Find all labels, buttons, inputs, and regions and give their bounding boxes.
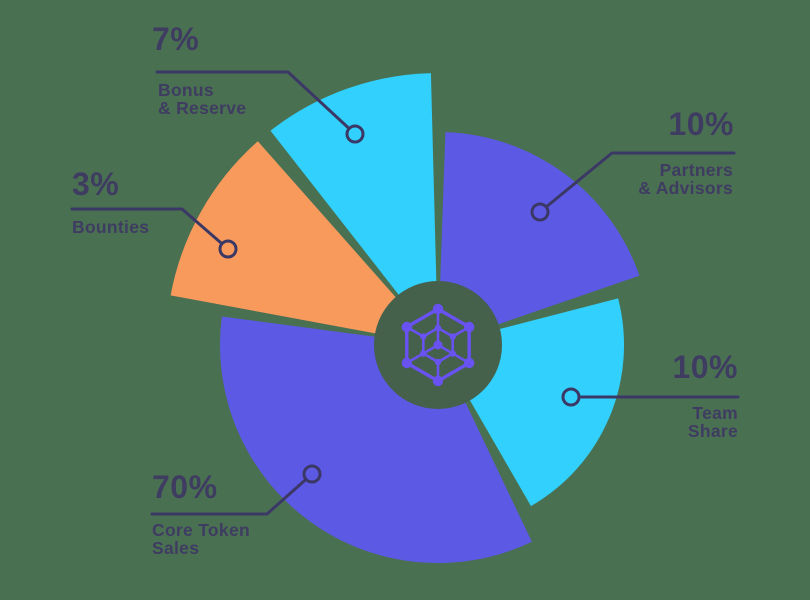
- icon-node-dot: [420, 350, 427, 357]
- percent-label-bounties: 3%: [72, 166, 120, 202]
- icon-node-dot: [420, 333, 427, 340]
- slice-label-line: & Advisors: [638, 178, 733, 198]
- icon-node-dot: [463, 321, 475, 333]
- leader-line-core-token-sales: [150, 472, 314, 516]
- marker-bonus-reserve: [345, 124, 365, 144]
- slice-label-line: Bounties: [72, 217, 150, 237]
- slice-label-bounties: Bounties: [72, 218, 149, 236]
- slice-label-line: Team: [692, 403, 738, 423]
- icon-node-dot: [449, 333, 456, 340]
- pie-slice-bonus-reserve: [270, 73, 438, 345]
- leader-line-partners-advisors: [538, 151, 736, 214]
- pie-slice-bounties: [170, 141, 438, 345]
- marker-bounties: [218, 239, 238, 259]
- icon-node-dot: [432, 303, 444, 315]
- icon-center-dot: [433, 340, 443, 350]
- network-hexagon-icon: [401, 303, 475, 387]
- leader-line-bonus-reserve: [155, 70, 357, 136]
- slice-label-line: & Reserve: [158, 98, 247, 118]
- icon-node-dot: [401, 357, 413, 369]
- slice-label-line: Bonus: [158, 80, 214, 100]
- pie-slice-core-token-sales: [220, 316, 532, 564]
- marker-team-share: [561, 387, 581, 407]
- percent-label-core-token-sales: 70%: [152, 469, 218, 505]
- slice-label-team-share: Team Share: [688, 404, 738, 440]
- slice-label-bonus-reserve: Bonus & Reserve: [158, 81, 246, 117]
- icon-node-dot: [434, 358, 442, 366]
- leader-line-bounties: [70, 207, 230, 251]
- icon-node-dot: [463, 357, 475, 369]
- marker-core-token-sales: [302, 464, 322, 484]
- pie-slice-partners-advisors: [438, 132, 640, 345]
- icon-node-dot: [401, 321, 413, 333]
- slice-label-line: Sales: [152, 538, 200, 558]
- percent-label-partners-advisors: 10%: [668, 106, 734, 142]
- slice-label-line: Share: [687, 421, 738, 441]
- marker-partners-advisors: [530, 202, 550, 222]
- slice-label-line: Core Token: [152, 520, 250, 540]
- icon-node-dot: [434, 324, 442, 332]
- percent-label-team-share: 10%: [672, 349, 738, 385]
- icon-node-dot: [432, 375, 444, 387]
- slice-label-line: Partners: [659, 160, 733, 180]
- slice-label-core-token-sales: Core Token Sales: [152, 521, 250, 557]
- percent-label-bonus-reserve: 7%: [152, 21, 200, 57]
- icon-node-dot: [449, 350, 456, 357]
- slice-label-partners-advisors: Partners & Advisors: [638, 161, 733, 197]
